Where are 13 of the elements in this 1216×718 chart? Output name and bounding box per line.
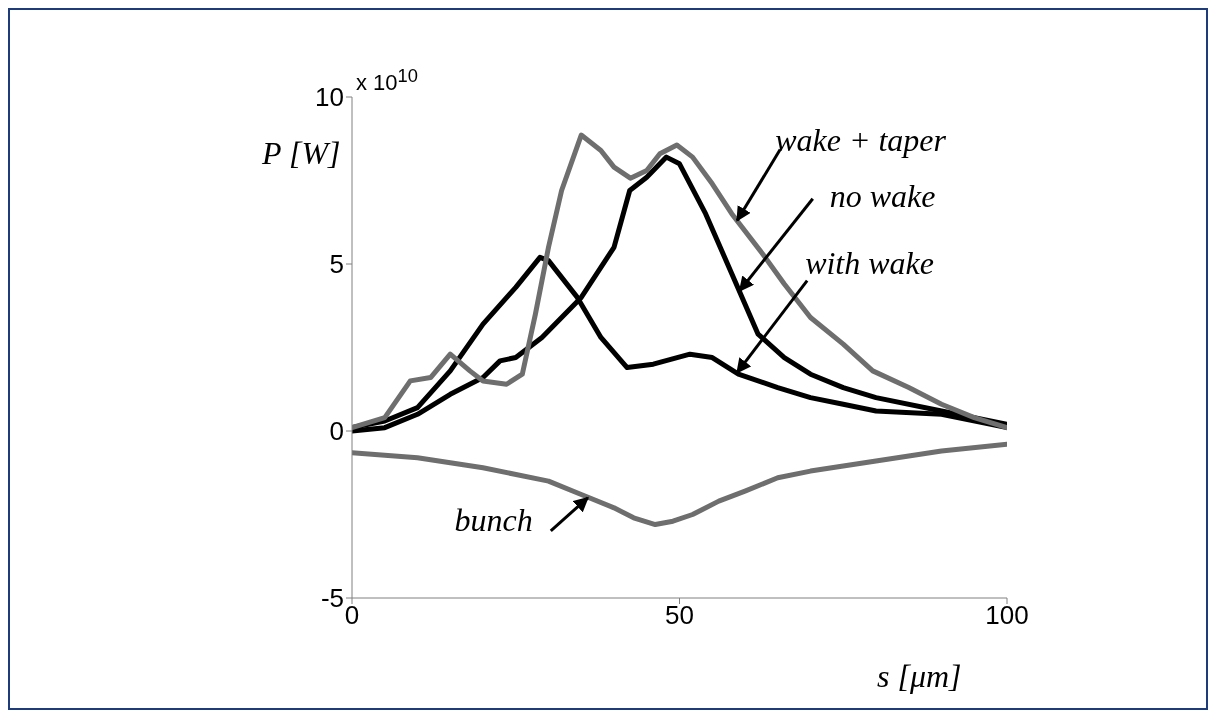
- annotation: with wake: [805, 244, 934, 281]
- y-tick-label: 5: [329, 249, 344, 280]
- annotation: wake + taper: [775, 121, 947, 158]
- y-axis-title: P [W]: [262, 135, 341, 171]
- y-tick-label: 10: [315, 82, 344, 113]
- x-tick-label: 100: [985, 600, 1029, 631]
- annotation: bunch: [454, 501, 533, 538]
- x-tick-label: 50: [665, 600, 694, 631]
- x-axis-title: s [μm]: [877, 658, 962, 694]
- y-tick-label: 0: [329, 416, 344, 447]
- annotation: no wake: [829, 177, 936, 214]
- y-tick-label: -5: [320, 583, 344, 614]
- text: x 10$^{10}$: [356, 65, 418, 96]
